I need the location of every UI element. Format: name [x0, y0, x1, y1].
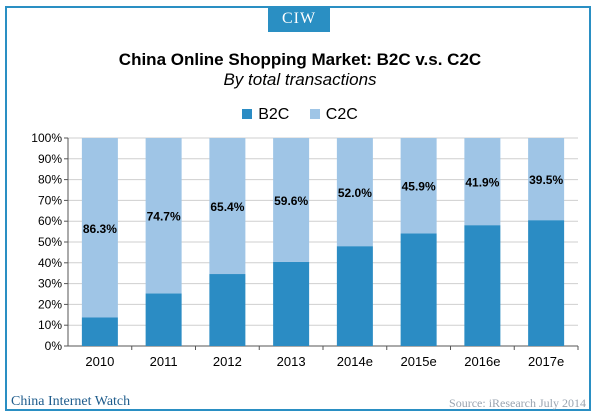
data-label-c2c: 74.7% — [147, 210, 181, 224]
y-tick-label: 50% — [38, 235, 62, 249]
y-tick-label: 80% — [38, 173, 62, 187]
x-tick-label: 2011 — [150, 354, 178, 369]
bar-b2c — [273, 261, 310, 346]
ciw-logo-badge: CIW — [268, 6, 330, 32]
data-label-c2c: 41.9% — [465, 176, 499, 190]
bar-c2c — [145, 138, 182, 294]
legend-item-b2c: B2C — [242, 106, 289, 124]
x-tick-label: 2013 — [277, 354, 306, 369]
x-tick-label: 2016e — [464, 354, 500, 369]
x-tick-label: 2015e — [401, 354, 437, 369]
bar-c2c — [273, 138, 310, 262]
y-tick-label: 90% — [38, 152, 62, 166]
data-label-c2c: 45.9% — [402, 180, 436, 194]
legend-label-b2c: B2C — [258, 106, 290, 123]
footer-source: Source: iResearch July 2014 — [449, 396, 586, 410]
y-tick-label: 10% — [38, 318, 62, 332]
bar-c2c — [528, 138, 565, 221]
bar-c2c — [400, 138, 437, 234]
legend-swatch-c2c — [309, 109, 320, 119]
x-tick-label: 2014e — [337, 354, 373, 369]
bar-c2c — [209, 138, 246, 275]
x-tick-label: 2017e — [528, 354, 564, 369]
chart-subtitle: By total transactions — [223, 70, 377, 89]
bar-c2c — [464, 138, 501, 226]
bar-b2c — [528, 220, 565, 346]
legend-label-c2c: C2C — [325, 106, 358, 123]
bar-b2c — [464, 225, 501, 346]
data-label-c2c: 52.0% — [338, 186, 372, 200]
y-tick-label: 0% — [45, 339, 63, 353]
x-tick-label: 2012 — [213, 354, 242, 369]
y-tick-label: 60% — [38, 214, 62, 228]
y-tick-label: 30% — [38, 277, 62, 291]
legend-item-c2c: C2C — [309, 106, 358, 124]
data-label-c2c: 86.3% — [83, 222, 117, 236]
data-label-c2c: 59.6% — [274, 194, 308, 208]
bar-b2c — [336, 246, 373, 346]
bar-b2c — [81, 317, 118, 346]
bar-b2c — [209, 274, 246, 346]
y-tick-label: 20% — [38, 297, 62, 311]
y-tick-label: 100% — [31, 131, 62, 145]
x-tick-label: 2010 — [85, 354, 114, 369]
footer-brand: China Internet Watch — [11, 394, 131, 409]
y-tick-label: 70% — [38, 193, 62, 207]
y-tick-label: 40% — [38, 256, 62, 270]
data-label-c2c: 39.5% — [529, 173, 563, 187]
bar-b2c — [145, 293, 182, 346]
bar-c2c — [81, 138, 118, 318]
data-label-c2c: 65.4% — [210, 200, 244, 214]
chart-legend: B2C C2C — [0, 106, 600, 124]
bar-c2c — [336, 138, 373, 247]
chart-title: China Online Shopping Market: B2C v.s. C… — [118, 50, 482, 69]
bar-b2c — [400, 233, 437, 346]
legend-swatch-b2c — [242, 109, 253, 119]
